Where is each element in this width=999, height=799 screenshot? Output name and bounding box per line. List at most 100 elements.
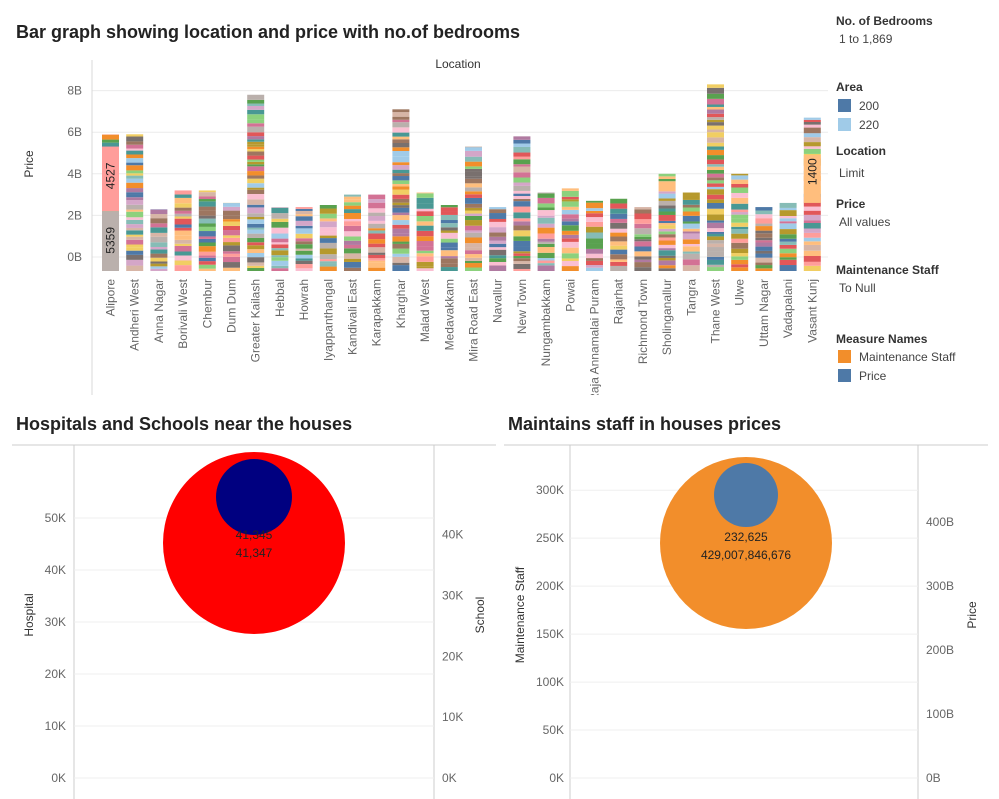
bar-segment [586, 213, 603, 218]
legend-maint-filter[interactable]: To Null [839, 281, 876, 295]
bar-hebbal[interactable] [271, 207, 289, 271]
bar-iyappanthangal[interactable] [319, 205, 337, 271]
bar-mira-road-east[interactable] [465, 146, 482, 271]
bar-segment [707, 186, 724, 190]
bar-richmond-town[interactable] [634, 207, 652, 271]
bar-sholinganallur[interactable] [658, 173, 676, 271]
bar-nungambakkam[interactable] [537, 192, 555, 271]
bar-chembur[interactable] [198, 190, 216, 271]
bar-segment [561, 253, 579, 259]
bar-segment [247, 227, 265, 230]
bar-segment [295, 220, 313, 226]
legend-area-item-200[interactable]: 200 [838, 96, 996, 115]
bar-segment [344, 244, 361, 249]
bar-segment [465, 215, 482, 221]
bar-segment [537, 241, 555, 244]
bar-segment [198, 206, 216, 211]
y-right-tick-label: 30K [442, 588, 463, 602]
legend-location-filter[interactable]: Limit [839, 166, 865, 180]
bar-ulwe[interactable] [731, 173, 749, 271]
bar-segment [271, 255, 289, 258]
bar-navallur[interactable] [489, 207, 507, 271]
bar-segment [731, 226, 749, 230]
bar-segment [465, 250, 482, 255]
bar-segment [779, 259, 797, 266]
bar-karapakkam[interactable] [368, 194, 386, 271]
bar-segment [586, 260, 603, 265]
legend-area-item-220[interactable]: 220 [838, 115, 996, 134]
bar-segment [610, 236, 628, 242]
bar-segment [174, 224, 192, 228]
bar-medavakkam[interactable] [440, 205, 458, 271]
bar-segment [223, 230, 240, 236]
bar-new-town[interactable] [513, 136, 531, 271]
bar-segment [610, 245, 628, 250]
bar-segment [731, 173, 749, 176]
bar-segment [344, 199, 361, 203]
maintenance-bubble[interactable] [660, 457, 832, 629]
bar-segment [731, 259, 749, 265]
bar-andheri-west[interactable] [126, 134, 144, 271]
bar-thane-west[interactable] [707, 84, 724, 271]
bar-segment [440, 214, 458, 221]
bar-segment [465, 243, 482, 248]
bar-segment [755, 262, 773, 266]
bar-borivali-west[interactable] [174, 190, 192, 271]
bar-rajarhat[interactable] [610, 198, 628, 271]
bar-powai[interactable] [561, 188, 579, 271]
bar-segment [537, 210, 555, 216]
bar-segment [779, 253, 797, 258]
bar-segment [658, 268, 676, 271]
bar-dum-dum[interactable] [223, 202, 240, 271]
bar-segment [344, 267, 361, 271]
bar-kandivali-east[interactable] [344, 194, 361, 271]
bar-tangra[interactable] [682, 192, 700, 271]
bar-segment [489, 218, 507, 222]
bar-raja-annamalai-puram[interactable] [586, 200, 603, 271]
bar-segment [731, 175, 749, 180]
bar-segment [803, 265, 821, 271]
legend-price-filter[interactable]: All values [839, 215, 891, 229]
school-bubble[interactable] [216, 459, 292, 535]
x-tick-label: Chembur [200, 279, 214, 328]
bar-uttam-nagar[interactable] [755, 207, 773, 271]
bar-vadapalani[interactable] [779, 202, 797, 271]
bar-segment [731, 179, 749, 184]
bar-segment [344, 213, 361, 219]
bar-segment [416, 193, 434, 198]
legend-measure-item-price[interactable]: Price [838, 366, 996, 385]
y-left-tick-label: 100K [536, 675, 564, 689]
bar-segment [465, 247, 482, 251]
bar-segment [247, 216, 265, 220]
bar-howrah[interactable] [295, 207, 313, 271]
bar-segment [513, 143, 531, 147]
bar-malad-west[interactable] [416, 192, 434, 271]
bar-segment [344, 205, 361, 210]
bar-segment [416, 216, 434, 222]
bar-segment [150, 242, 168, 247]
bar-segment [416, 256, 434, 262]
school-axis-title: School [473, 597, 487, 634]
legend-item-label: Maintenance Staff [859, 349, 956, 364]
y-right-tick-label: 100B [926, 707, 954, 721]
bar-segment [126, 162, 144, 166]
bar-segment [247, 149, 265, 152]
bar-kharghar[interactable] [392, 109, 410, 271]
legend-measure-item-maintenance[interactable]: Maintenance Staff [838, 347, 996, 366]
bar-segment [126, 236, 144, 240]
legend-bedrooms-filter[interactable]: 1 to 1,869 [839, 32, 893, 46]
bar-segment [489, 265, 507, 271]
bar-anna-nagar[interactable] [150, 209, 168, 271]
bar-segment [537, 207, 555, 211]
bar-segment [392, 165, 410, 170]
bar-greater-kailash[interactable] [247, 94, 265, 271]
price-bubble[interactable] [714, 463, 778, 527]
bar-segment [392, 207, 410, 213]
bar-segment [392, 215, 410, 221]
bar-segment [803, 222, 821, 229]
bar-segment [295, 260, 313, 265]
x-tick-label: Medavakkam [442, 279, 456, 350]
hospital-bubble[interactable] [163, 452, 345, 634]
bar-segment [707, 240, 724, 244]
bar-segment [707, 214, 724, 221]
